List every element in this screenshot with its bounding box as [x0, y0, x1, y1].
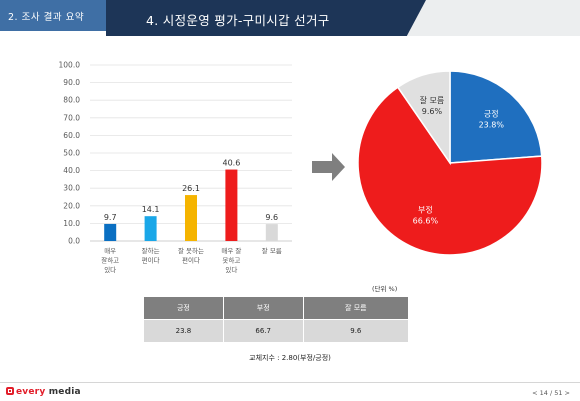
data-label: 40.6: [222, 159, 240, 168]
bar: [185, 195, 197, 241]
logo-mark-icon: [6, 387, 14, 395]
y-tick-label: 90.0: [63, 78, 80, 87]
x-tick-label: 잘 모름: [262, 247, 282, 255]
slice-label: 부정: [418, 204, 433, 214]
y-tick-label: 0.0: [68, 237, 80, 246]
replacement-index-note: 교체지수 : 2.80(부정/긍정): [249, 354, 331, 362]
x-tick-label: 잘하는: [142, 246, 160, 255]
header-negative: 부정: [222, 296, 304, 320]
slice-value: 9.6%: [422, 107, 443, 116]
data-label: 14.1: [142, 205, 160, 214]
logo-brand: every: [16, 387, 46, 397]
footer-divider: [0, 382, 580, 383]
section-label: 2. 조사 결과 요약: [8, 12, 85, 23]
y-tick-label: 70.0: [63, 113, 80, 122]
bar: [225, 169, 238, 241]
table-header-row: 긍정 부정 잘 모름: [143, 296, 410, 320]
page-indicator: < 14 / 51 >: [532, 389, 570, 397]
page-title: 4. 시정운영 평가-구미시갑 선거구: [146, 13, 330, 28]
x-tick-label: 못하고: [222, 256, 240, 265]
arrow-right-icon: [312, 153, 345, 181]
slice-label: 긍정: [484, 108, 499, 118]
pie-slice: [449, 70, 543, 164]
bar: [104, 223, 117, 241]
x-tick-label: 매우 잘: [221, 247, 241, 255]
y-tick-label: 60.0: [63, 131, 80, 140]
value-negative: 66.7: [222, 319, 304, 343]
y-tick-label: 100.0: [59, 61, 81, 70]
x-tick-label: 있다: [104, 265, 116, 274]
slice-value: 66.6%: [413, 216, 439, 225]
y-tick-label: 30.0: [63, 184, 80, 193]
bar: [265, 224, 278, 241]
x-tick-label: 편이다: [182, 256, 200, 265]
x-tick-label: 잘하고: [101, 256, 119, 265]
bar-chart: 0.0 10.0 20.0 30.0 40.0 50.0 60.0 70.0 80.0 90.0 1…: [59, 61, 292, 274]
company-logo: every media: [6, 387, 81, 397]
y-tick-label: 20.0: [63, 201, 80, 210]
y-tick-label: 50.0: [63, 149, 80, 158]
logo-rest: media: [45, 387, 81, 397]
unit-label: (단위 %): [372, 285, 398, 293]
x-tick-label: 잘 못하는: [178, 246, 204, 255]
pie-chart: 긍정 23.8% 부정 66.6% 잘 모름 9.6%: [357, 70, 543, 256]
header-unknown: 잘 모름: [302, 296, 410, 320]
value-unknown: 9.6: [302, 319, 410, 343]
section-tab: 2. 조사 결과 요약: [0, 0, 126, 31]
pie-slice: [357, 86, 543, 256]
pie-slice: [396, 70, 451, 166]
slice-value: 23.8%: [479, 120, 505, 129]
y-tick-label: 10.0: [63, 219, 80, 228]
data-label: 9.6: [265, 213, 278, 222]
table-row: 23.8 66.7 9.6: [143, 319, 410, 343]
x-tick-label: 편이다: [142, 256, 160, 265]
slice-label: 잘 모름: [420, 96, 445, 105]
bar: [144, 216, 157, 241]
data-label: 26.1: [182, 184, 200, 193]
page-title-bar: 4. 시정운영 평가-구미시갑 선거구: [106, 0, 426, 36]
header-positive: 긍정: [143, 296, 224, 320]
x-tick-label: 매우: [104, 247, 116, 255]
y-tick-label: 40.0: [63, 166, 80, 175]
data-label: 9.7: [104, 213, 117, 222]
y-tick-label: 80.0: [63, 96, 80, 105]
result-table: 긍정 부정 잘 모름 23.8 66.7 9.6: [143, 296, 410, 343]
value-positive: 23.8: [143, 319, 224, 343]
x-tick-label: 있다: [225, 265, 237, 274]
